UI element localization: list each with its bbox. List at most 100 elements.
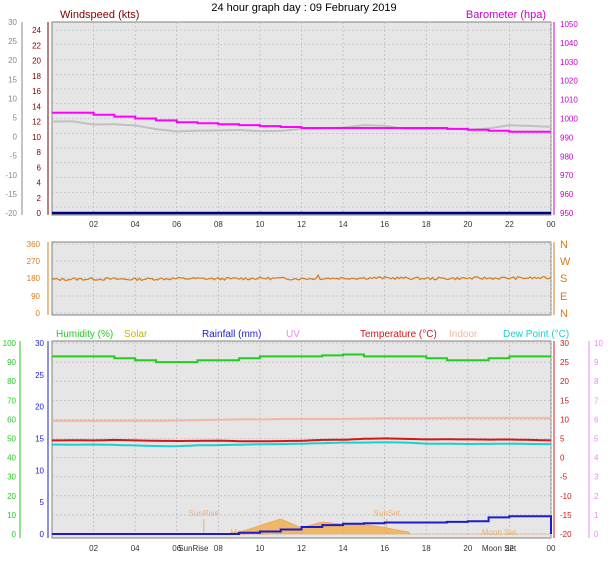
panel3-far-right-tick-8: 8: [594, 377, 599, 386]
panel3-left-tick-20: 20: [35, 403, 44, 412]
panel1-x-tick-02: 02: [89, 220, 98, 229]
panel3-x-tick-7: 14: [339, 544, 348, 553]
panel3-right-tick-5: 5: [560, 435, 565, 444]
sunset-label: SunSet: [374, 509, 401, 518]
panel3-x-tick-13: 00: [547, 544, 556, 553]
panel1-outer-tick--10: -10: [5, 171, 17, 180]
panel3-x-tick-6: 12: [297, 544, 306, 553]
panel3-outer-tick-80: 80: [7, 377, 16, 386]
panel3-x-tick-9: 18: [422, 544, 431, 553]
panel3-x-tick-4: 08: [214, 544, 223, 553]
panel2-left-tick-270: 270: [27, 257, 41, 266]
panel2-left-tick-180: 180: [27, 274, 41, 283]
panel2-right-label-2: S: [560, 273, 567, 285]
panel1-x-tick-10: 10: [255, 220, 264, 229]
panel3-left-tick-25: 25: [35, 371, 44, 380]
panel3-left-tick-0: 0: [40, 530, 45, 539]
panel3-far-right-tick-6: 6: [594, 415, 599, 424]
panel3-right-tick-30: 30: [560, 339, 569, 348]
panel1-outer-tick-30: 30: [8, 18, 17, 27]
panel1-right-tick-1030: 1030: [560, 58, 578, 67]
panel1-outer-tick-20: 20: [8, 56, 17, 65]
panel3-x-tick-10: 20: [463, 544, 472, 553]
legend-temp: Temperature (°C): [360, 329, 437, 340]
panel1-right-tick-990: 990: [560, 133, 574, 142]
panel3-x-tick-2: 06: [172, 544, 181, 553]
panel1-left-tick-24: 24: [32, 26, 41, 35]
panel1-right-title: Barometer (hpa): [466, 9, 546, 21]
panel3-right-tick-15: 15: [560, 396, 569, 405]
panel3-outer-tick-20: 20: [7, 492, 16, 501]
panel1-left-tick-8: 8: [37, 148, 42, 157]
panel3-right-tick--5: -5: [560, 473, 568, 482]
panel3-x-tick-0: 02: [89, 544, 98, 553]
panel1-left-tick-10: 10: [32, 133, 41, 142]
panel3-outer-tick-100: 100: [3, 339, 17, 348]
legend-uv: UV: [286, 329, 300, 340]
panel3-x-tick-12: 22: [505, 544, 514, 553]
panel1-right-tick-1000: 1000: [560, 115, 578, 124]
panel1-right-tick-1050: 1050: [560, 20, 578, 29]
panel1-right-tick-970: 970: [560, 171, 574, 180]
panel1-left-tick-2: 2: [37, 194, 42, 203]
panel3-far-right-tick-2: 2: [594, 492, 599, 501]
panel2-right-label-4: N: [560, 308, 568, 320]
panel3-far-right-tick-1: 1: [594, 511, 599, 520]
panel1-right-tick-1040: 1040: [560, 39, 578, 48]
legend-dew: Dew Point (°C): [503, 329, 569, 340]
panel3-left-tick-30: 30: [35, 339, 44, 348]
panel1-x-tick-22: 22: [505, 220, 514, 229]
barometer-line: [52, 111, 551, 133]
legend-rain: Rainfall (mm): [202, 329, 261, 340]
wind-direction-line: [51, 273, 552, 282]
indoor-temp-line: [52, 416, 551, 422]
panel3-x-tick-1: 04: [131, 544, 140, 553]
panel1-right-tick-1020: 1020: [560, 77, 578, 86]
legend-humidity: Humidity (%): [56, 329, 113, 340]
panel3-far-right-tick-5: 5: [594, 435, 599, 444]
panel1-left-title: Windspeed (kts): [60, 9, 139, 21]
panel3-right-tick--15: -15: [560, 511, 572, 520]
panel1-x-tick-16: 16: [380, 220, 389, 229]
panel3-right-tick-20: 20: [560, 377, 569, 386]
panel3-far-right-tick-7: 7: [594, 396, 599, 405]
panel1-outer-tick--20: -20: [5, 209, 17, 218]
panel1-outer-tick-10: 10: [8, 94, 17, 103]
panel3-x-tick-5: 10: [255, 544, 264, 553]
panel3-outer-tick-0: 0: [12, 530, 17, 539]
panel1-left-tick-14: 14: [32, 102, 41, 111]
panel1-x-tick-20: 20: [463, 220, 472, 229]
panel3-left-tick-5: 5: [40, 498, 45, 507]
panel3-outer-tick-10: 10: [7, 511, 16, 520]
panel3-left-tick-15: 15: [35, 435, 44, 444]
panel3-outer-tick-90: 90: [7, 358, 16, 367]
panel3-right-tick--10: -10: [560, 492, 572, 501]
panel3-far-right-tick-4: 4: [594, 454, 599, 463]
sunrise-label: SunRise: [189, 509, 220, 518]
panel1-outer-tick-25: 25: [8, 37, 17, 46]
panel1-x-tick-12: 12: [297, 220, 306, 229]
panel3-outer-tick-50: 50: [7, 435, 16, 444]
panel1-left-tick-20: 20: [32, 57, 41, 66]
panel3-outer-tick-30: 30: [7, 473, 16, 482]
panel3-outer-tick-40: 40: [7, 454, 16, 463]
panel3-x-tick-11: Moon Set: [482, 544, 517, 553]
panel3-right-tick-25: 25: [560, 358, 569, 367]
rainfall-line: [52, 515, 552, 535]
panel1-outer-tick-5: 5: [13, 114, 18, 123]
panel2-right-label-1: W: [560, 256, 571, 268]
panel3-outer-tick-60: 60: [7, 415, 16, 424]
panel3-x-tick-8: 16: [380, 544, 389, 553]
moonset-label: Moon Set: [482, 528, 517, 537]
panel1-outer-tick-15: 15: [8, 75, 17, 84]
panel3-right-tick-0: 0: [560, 454, 565, 463]
temperature-line: [52, 437, 552, 443]
panel1-left-tick-0: 0: [37, 209, 42, 218]
panel1-left-tick-12: 12: [32, 118, 41, 127]
panel1-left-tick-6: 6: [37, 163, 42, 172]
legend-indoor: Indoor: [449, 329, 478, 340]
panel1-right-tick-980: 980: [560, 152, 574, 161]
panel2-left-tick-0: 0: [36, 309, 41, 318]
panel1-x-tick-06: 06: [172, 220, 181, 229]
